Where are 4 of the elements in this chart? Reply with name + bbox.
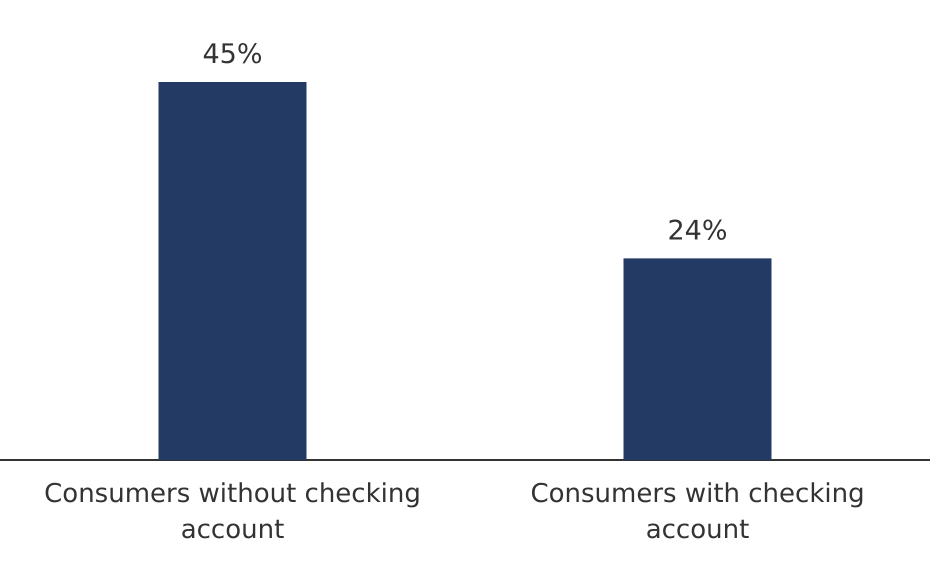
data-label: 24%	[667, 215, 728, 246]
x-tick-label: Consumers with checking account	[530, 479, 865, 545]
x-tick-label: Consumers without checking account	[44, 479, 421, 545]
data-label: 45%	[202, 39, 263, 70]
